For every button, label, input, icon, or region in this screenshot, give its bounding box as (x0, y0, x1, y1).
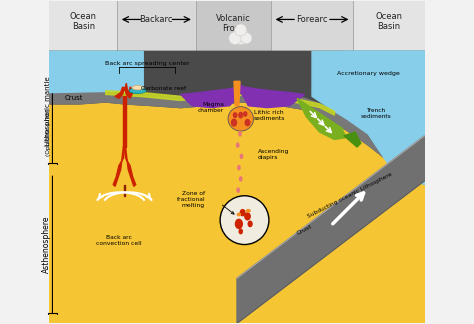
Ellipse shape (239, 176, 243, 182)
Ellipse shape (236, 142, 240, 148)
Bar (271, 1, 353, 51)
Ellipse shape (238, 112, 243, 119)
Text: Forearc: Forearc (296, 15, 328, 24)
Polygon shape (297, 98, 346, 140)
Ellipse shape (236, 187, 240, 193)
Polygon shape (234, 81, 240, 106)
Polygon shape (344, 132, 361, 147)
Ellipse shape (246, 209, 251, 213)
Polygon shape (125, 147, 136, 186)
Polygon shape (106, 91, 335, 115)
Polygon shape (312, 51, 425, 184)
Circle shape (235, 24, 247, 36)
Polygon shape (342, 51, 425, 173)
Text: Subducting oceanic Lithosphere: Subducting oceanic Lithosphere (306, 172, 393, 219)
Text: Carbonate reef: Carbonate reef (141, 86, 186, 91)
Ellipse shape (243, 111, 247, 117)
Text: Ascending
diapirs: Ascending diapirs (258, 149, 289, 160)
Polygon shape (115, 83, 134, 98)
Text: Back arc spreading center: Back arc spreading center (105, 61, 189, 66)
Text: Lithic rich
sediments: Lithic rich sediments (254, 110, 285, 121)
Ellipse shape (129, 88, 146, 94)
Text: Back arc
convection cell: Back arc convection cell (96, 235, 142, 246)
Ellipse shape (235, 219, 243, 229)
Text: (Ophiolite suite): (Ophiolite suite) (46, 108, 51, 156)
Ellipse shape (245, 119, 250, 126)
Circle shape (241, 33, 252, 44)
Ellipse shape (238, 228, 243, 234)
Text: Backarc: Backarc (140, 15, 173, 24)
Polygon shape (49, 51, 143, 93)
Ellipse shape (247, 221, 253, 227)
Text: Crust: Crust (64, 95, 83, 101)
Polygon shape (181, 85, 304, 108)
Ellipse shape (237, 213, 241, 216)
Polygon shape (113, 147, 125, 186)
Text: Ocean
Basin: Ocean Basin (70, 12, 97, 31)
Text: Volcanic
Front: Volcanic Front (216, 14, 251, 33)
Polygon shape (49, 51, 425, 184)
Circle shape (229, 32, 241, 45)
Ellipse shape (228, 107, 254, 131)
Text: Lithospheric mantle: Lithospheric mantle (46, 76, 51, 146)
Ellipse shape (238, 131, 242, 137)
Circle shape (220, 196, 269, 245)
Ellipse shape (237, 165, 241, 170)
Bar (49, 51, 425, 323)
Circle shape (233, 28, 249, 45)
Ellipse shape (132, 86, 143, 90)
Ellipse shape (240, 154, 243, 159)
Polygon shape (49, 91, 425, 184)
Text: Trench
sediments: Trench sediments (360, 108, 391, 119)
Text: Ocean
Basin: Ocean Basin (375, 12, 402, 31)
Text: Crust: Crust (296, 224, 313, 236)
Bar (353, 1, 425, 51)
Text: Zone of
fractional
melting: Zone of fractional melting (176, 191, 205, 208)
Text: Accretionary wedge: Accretionary wedge (337, 71, 400, 76)
Polygon shape (237, 136, 425, 323)
Text: Magma
chamber: Magma chamber (198, 102, 224, 113)
Bar (196, 1, 271, 51)
Text: Asthenosphere: Asthenosphere (42, 216, 51, 273)
Ellipse shape (240, 209, 246, 216)
Bar (49, 1, 117, 51)
Bar (117, 1, 196, 51)
Ellipse shape (244, 212, 251, 221)
Ellipse shape (231, 119, 237, 127)
Ellipse shape (233, 112, 237, 118)
